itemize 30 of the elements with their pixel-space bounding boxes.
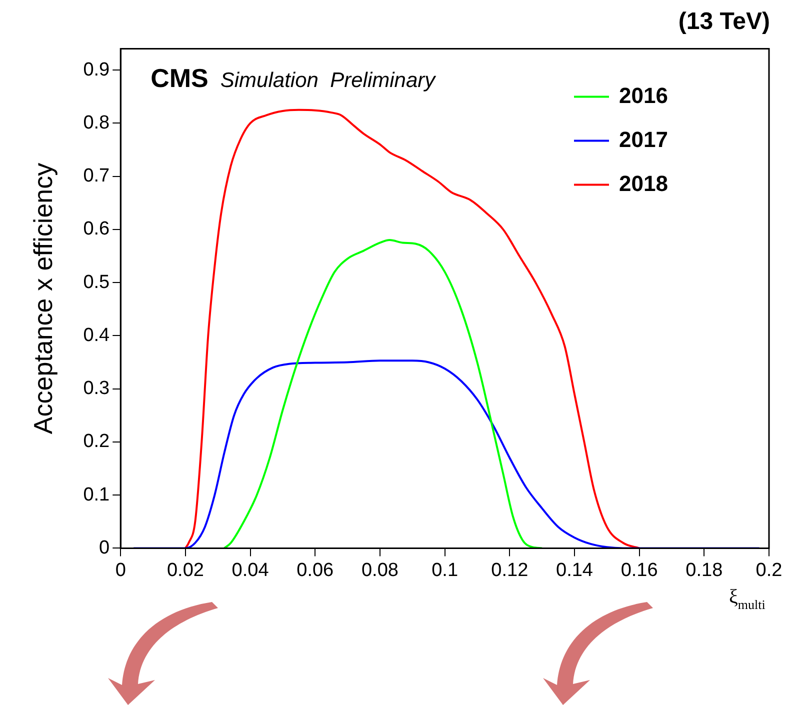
x-tick-label: 0.02 [166, 560, 204, 581]
y-tick-label: 0.6 [83, 218, 110, 240]
y-tick-label: 0 [99, 537, 110, 558]
legend-label: 2018 [619, 170, 668, 196]
y-tick-label: 0.7 [83, 166, 110, 187]
y-tick-label: 0.9 [83, 59, 110, 80]
legend-label: 2016 [619, 82, 668, 108]
y-axis-title: Acceptance x efficiency [28, 162, 58, 434]
y-tick-label: 0.5 [83, 272, 110, 293]
x-tick-label: 0.06 [296, 560, 334, 581]
x-tick-label: 0.12 [491, 560, 528, 581]
y-tick-label: 0.2 [83, 431, 110, 452]
chart-title: (13 TeV) [678, 8, 770, 36]
line-series [223, 239, 544, 548]
x-tick-label: 0.16 [620, 560, 658, 581]
x-tick-label: 0.18 [686, 560, 723, 581]
legend-label: 2017 [619, 126, 668, 152]
x-tick-label: 0.14 [556, 560, 594, 581]
y-tick-label: 0.4 [83, 324, 110, 346]
x-tick-label: 0.04 [232, 560, 270, 581]
x-tick-label: 0.1 [432, 560, 458, 581]
x-tick-label: 0.2 [756, 560, 782, 581]
annotation: Simulation Preliminary [220, 68, 437, 92]
y-tick-label: 0.3 [83, 378, 110, 400]
x-tick-label: 0 [115, 560, 126, 581]
y-tick-label: 0.1 [83, 484, 110, 506]
line-series [132, 360, 760, 548]
y-tick-label: 0.8 [83, 112, 110, 134]
annotation: CMS [150, 62, 208, 93]
x-tick-label: 0.08 [361, 560, 398, 581]
